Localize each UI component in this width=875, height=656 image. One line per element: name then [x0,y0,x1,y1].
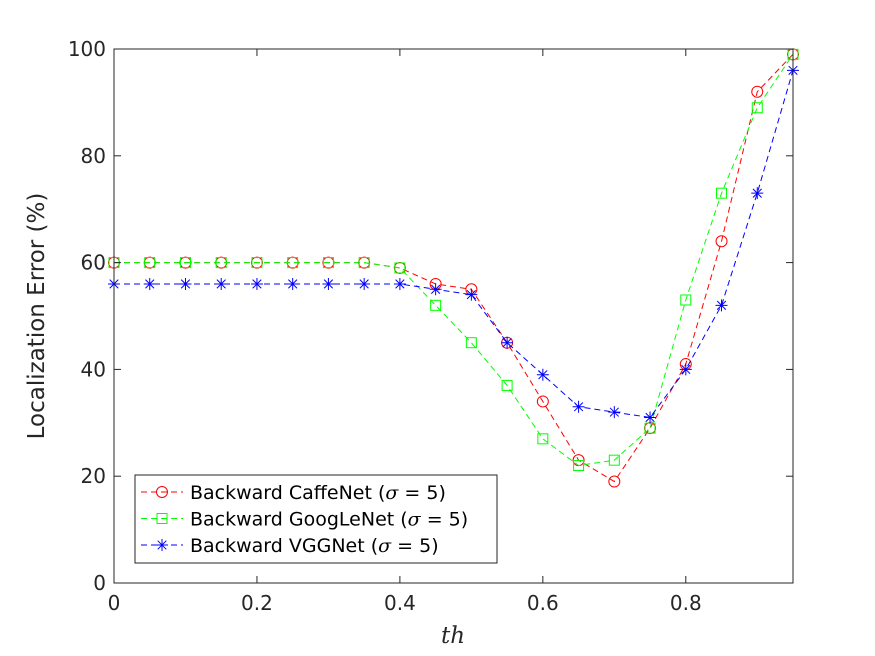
x-tick-label: 0.2 [241,591,273,615]
x-tick-label: 0.4 [384,591,416,615]
data-point-square [430,299,442,311]
data-point-asterisk [429,283,442,296]
data-point-square [573,460,585,472]
data-point-asterisk [715,299,728,312]
data-point-square [608,454,620,466]
legend-entry: Backward GoogLeNet (σ = 5) [141,509,468,531]
legend-label: Backward GoogLeNet (σ = 5) [190,509,468,531]
data-point-square [751,102,763,114]
data-point-square [144,257,156,269]
y-tick-label: 100 [68,37,106,61]
y-tick-label: 80 [81,144,106,168]
data-point-square [465,337,477,349]
data-point-circle [536,395,549,408]
y-axis-label: Localization Error (%) [24,193,50,440]
data-point-asterisk [465,288,478,301]
data-point-square [358,257,370,269]
data-point-asterisk [751,187,764,200]
data-point-circle [715,235,728,248]
y-tick-label: 20 [81,464,106,488]
y-tick-label: 0 [93,571,106,595]
series-layer [108,48,799,488]
data-point-square [501,379,513,391]
data-point-square [215,257,227,269]
data-point-asterisk [143,277,156,290]
legend-entry: Backward VGGNet (σ = 5) [141,535,439,557]
legend: Backward CaffeNet (σ = 5) Backward GoogLe… [134,474,498,564]
data-point-square [537,433,549,445]
legend-marker-square [156,513,168,524]
data-point-asterisk [679,363,692,376]
data-point-square [287,257,299,269]
data-point-asterisk [286,277,299,290]
legend-entry: Backward CaffeNet (σ = 5) [141,482,446,504]
legend-box [134,474,498,564]
data-point-square [322,257,334,269]
data-point-circle [751,85,764,98]
axes-layer: 0 0.2 0.4 0.6 0.8 0 20 40 60 80 100 [68,37,793,615]
data-point-square [680,294,692,306]
plot-frame [113,48,794,584]
data-point-asterisk [250,277,263,290]
x-tick-label: 0.8 [670,591,702,615]
data-point-asterisk [572,400,585,413]
data-point-asterisk [179,277,192,290]
legend-marker-circle [156,486,168,498]
series-2 [108,48,799,472]
y-tick-label: 60 [81,251,106,275]
data-point-square [394,262,406,274]
y-tick-label: 40 [81,357,106,381]
data-point-square [251,257,263,269]
legend-label: Backward CaffeNet (σ = 5) [190,482,446,504]
data-point-square [716,187,728,199]
data-point-asterisk [358,277,371,290]
series-line [114,54,794,467]
data-point-asterisk [215,277,228,290]
data-point-asterisk [644,411,657,424]
legend-marker-asterisk [156,539,168,551]
data-point-asterisk [322,277,335,290]
x-axis-label: th [441,623,465,649]
data-point-circle [608,475,621,488]
x-tick-label: 0.6 [527,591,559,615]
data-point-square [179,257,191,269]
data-point-asterisk [536,368,549,381]
legend-label: Backward VGGNet (σ = 5) [190,535,439,557]
data-point-asterisk [501,336,514,349]
data-point-asterisk [608,406,621,419]
data-point-asterisk [393,277,406,290]
x-tick-label: 0 [108,591,121,615]
